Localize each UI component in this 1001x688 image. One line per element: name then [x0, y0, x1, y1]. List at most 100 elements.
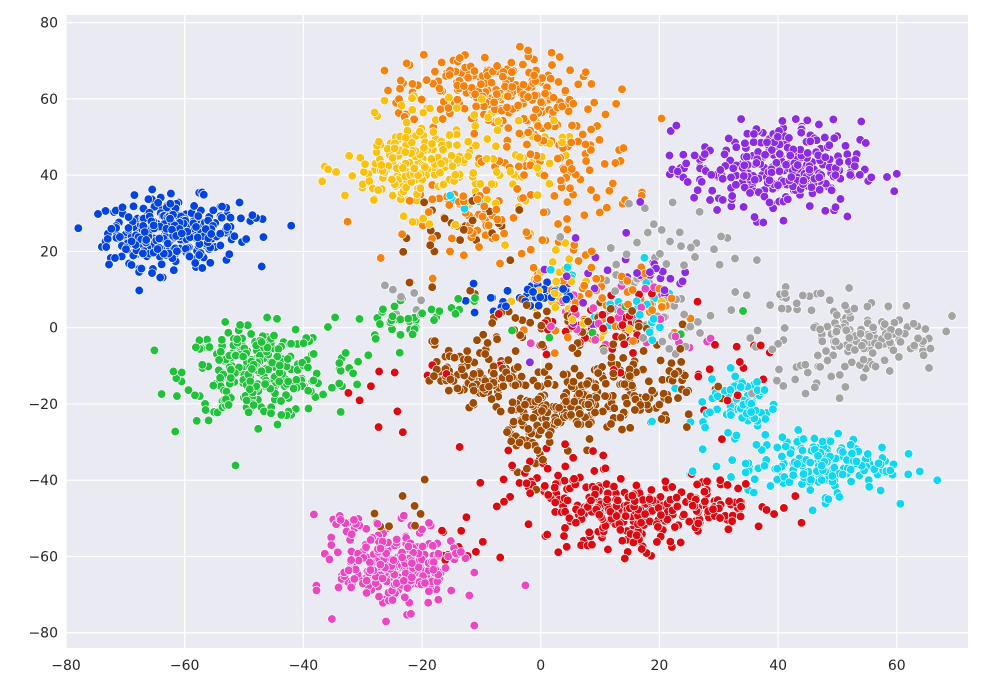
scatter-point-cyan — [847, 448, 857, 459]
scatter-point-blue — [147, 184, 157, 195]
scatter-point-purple — [796, 128, 806, 138]
scatter-point-gray — [555, 232, 565, 242]
scatter-point-purple — [820, 152, 830, 162]
scatter-point-purple — [681, 158, 691, 169]
scatter-point-pink — [520, 580, 531, 590]
scatter-point-gray — [924, 363, 934, 373]
scatter-point-brown — [502, 427, 512, 437]
scatter-point-gray — [835, 370, 845, 380]
scatter-point-pink — [424, 586, 434, 596]
scatter-point-orange — [422, 75, 432, 85]
scatter-point-red — [699, 487, 710, 497]
scatter-point-red — [584, 527, 594, 537]
scatter-point-gray — [679, 309, 689, 320]
y-tick-label: 0 — [49, 321, 58, 337]
scatter-point-green — [177, 367, 187, 378]
scatter-point-cyan — [648, 314, 659, 324]
scatter-point-purple — [830, 202, 841, 212]
scatter-point-purple — [666, 126, 676, 136]
scatter-point-purple — [828, 114, 838, 125]
scatter-point-green — [272, 419, 283, 430]
scatter-point-purple — [706, 170, 716, 180]
scatter-point-blue — [236, 213, 246, 223]
scatter-point-pink — [443, 551, 453, 562]
scatter-point-brown — [410, 521, 420, 531]
scatter-point-blue — [561, 294, 571, 304]
scatter-point-orange — [503, 123, 513, 133]
scatter-point-blue — [123, 212, 134, 222]
scatter-point-orange — [546, 48, 557, 58]
scatter-point-red — [611, 511, 622, 521]
scatter-point-brown — [583, 399, 593, 410]
scatter-point-gray — [831, 326, 842, 337]
scatter-point-green — [214, 355, 224, 365]
scatter-point-green — [208, 380, 218, 391]
scatter-point-purple — [760, 150, 770, 160]
scatter-point-cyan — [707, 374, 717, 384]
scatter-point-gray — [857, 341, 867, 351]
scatter-point-purple — [525, 357, 535, 367]
scatter-point-orange — [579, 210, 589, 220]
scatter-point-blue — [247, 210, 258, 220]
scatter-point-yellow — [444, 92, 454, 103]
scatter-point-cyan — [687, 466, 698, 476]
scatter-point-blue — [126, 260, 137, 270]
scatter-point-red — [631, 480, 642, 491]
scatter-point-brown — [593, 368, 603, 378]
scatter-point-red — [499, 497, 509, 507]
scatter-point-red — [667, 482, 677, 492]
scatter-point-red — [597, 310, 608, 320]
scatter-point-pink — [335, 515, 346, 525]
scatter-point-orange — [444, 200, 454, 210]
scatter-point-yellow — [340, 190, 350, 201]
scatter-point-yellow — [355, 153, 365, 163]
scatter-point-gray — [918, 350, 929, 360]
scatter-point-red — [571, 518, 581, 528]
scatter-point-orange — [376, 253, 386, 263]
scatter-point-gray — [815, 324, 825, 334]
scatter-point-brown — [472, 335, 482, 345]
scatter-point-orange — [600, 159, 610, 169]
scatter-point-brown — [574, 388, 584, 399]
scatter-point-orange — [472, 194, 483, 204]
scatter-point-purple — [805, 136, 815, 146]
scatter-point-orange — [455, 53, 465, 63]
scatter-point-brown — [644, 376, 654, 386]
scatter-point-green — [216, 347, 226, 357]
scatter-point-orange — [562, 214, 572, 224]
scatter-point-green — [387, 311, 398, 321]
scatter-point-brown — [544, 361, 554, 372]
scatter-point-gray — [396, 292, 406, 302]
scatter-point-red — [471, 547, 481, 557]
scatter-point-blue — [197, 263, 207, 273]
scatter-point-purple — [866, 172, 876, 182]
scatter-point-cyan — [731, 430, 742, 441]
scatter-point-purple — [645, 267, 655, 277]
scatter-point-brown — [457, 364, 467, 374]
scatter-point-brown — [537, 340, 547, 350]
scatter-point-brown — [409, 501, 420, 511]
scatter-point-pink — [526, 338, 536, 348]
scatter-point-orange — [581, 67, 591, 77]
scatter-point-orange — [458, 191, 468, 201]
scatter-point-brown — [469, 385, 479, 396]
scatter-point-gray — [868, 348, 878, 358]
scatter-point-purple — [742, 152, 752, 162]
scatter-point-blue — [101, 242, 111, 252]
scatter-point-brown — [480, 349, 490, 359]
scatter-point-cyan — [772, 442, 782, 453]
scatter-point-brown — [398, 247, 408, 257]
scatter-point-blue — [535, 292, 545, 302]
scatter-point-pink — [456, 547, 466, 557]
scatter-point-brown — [647, 386, 657, 396]
scatter-point-blue — [106, 224, 117, 234]
scatter-point-cyan — [846, 464, 856, 475]
scatter-point-purple — [659, 285, 670, 295]
scatter-point-gray — [913, 333, 923, 343]
scatter-point-brown — [478, 330, 488, 340]
scatter-point-orange — [480, 52, 490, 63]
scatter-point-green — [238, 351, 248, 362]
scatter-point-orange — [512, 184, 522, 194]
scatter-point-purple — [762, 137, 772, 147]
scatter-point-red — [587, 540, 597, 550]
